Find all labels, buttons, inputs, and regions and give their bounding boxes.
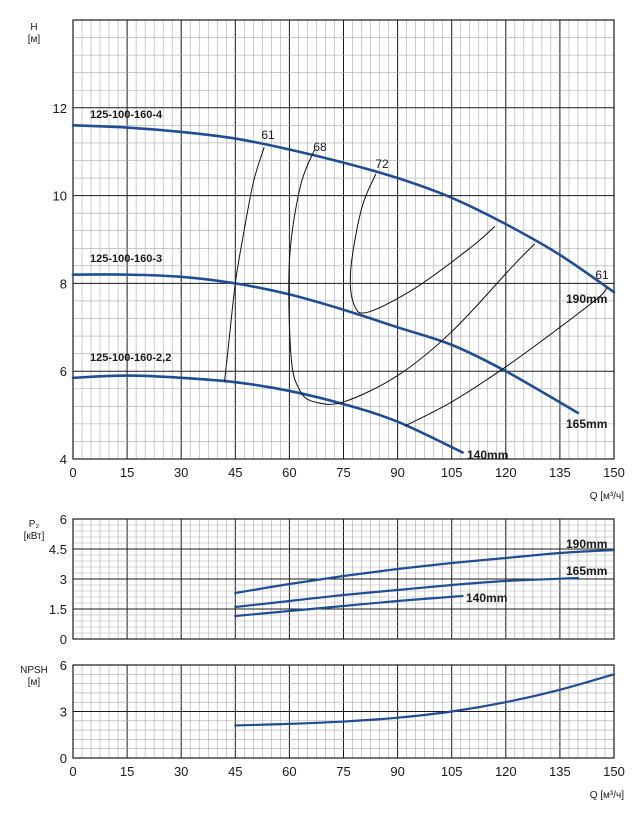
series-name-label: 125-100-160-2,2: [90, 352, 171, 364]
y-axis-label: P₂: [29, 519, 40, 530]
y-axis-unit: [м]: [28, 34, 41, 45]
x-tick-label: 105: [441, 465, 463, 480]
y-tick-label: 4.5: [49, 542, 67, 557]
head-curve-190mm: [71, 124, 616, 294]
x-axis-label: Q [м³/ч]: [590, 790, 625, 801]
plot-frame: [72, 518, 615, 640]
x-tick-label: 135: [549, 465, 571, 480]
y-tick-label: 3: [60, 705, 67, 720]
efficiency-label: 72: [375, 157, 389, 171]
size-label: 190mm: [566, 537, 607, 551]
y-tick-label: 6: [60, 364, 67, 379]
plot-frame: [72, 19, 615, 460]
size-label: 190mm: [566, 292, 607, 306]
y-axis-label: H: [30, 22, 37, 33]
series-name-label: 125-100-160-3: [90, 253, 162, 265]
x-tick-label: 60: [282, 465, 296, 480]
x-tick-label: 75: [336, 764, 350, 779]
series-name-label: 125-100-160-4: [90, 109, 163, 121]
head-curve-140mm: [71, 374, 464, 454]
x-tick-label: 30: [174, 465, 188, 480]
size-label: 165mm: [566, 417, 607, 431]
power-curve-140mm: [234, 594, 464, 618]
head-curve-165mm: [71, 273, 580, 415]
x-tick-label: 15: [120, 465, 134, 480]
plot-frame: [72, 664, 615, 759]
efficiency-label: 61: [261, 128, 275, 142]
y-axis-unit: [м]: [28, 677, 41, 688]
size-label: 140mm: [466, 591, 507, 605]
size-label: 140mm: [467, 448, 508, 462]
size-label: 165mm: [566, 564, 607, 578]
x-tick-label: 135: [549, 764, 571, 779]
efficiency-line: [349, 173, 496, 314]
x-tick-label: 15: [120, 764, 134, 779]
x-tick-label: 60: [282, 764, 296, 779]
x-tick-label: 0: [69, 465, 76, 480]
y-tick-label: 3: [60, 572, 67, 587]
x-axis-label: Q [м³/ч]: [590, 491, 625, 502]
x-tick-label: 90: [390, 465, 404, 480]
x-tick-label: 45: [228, 764, 242, 779]
y-tick-label: 8: [60, 276, 67, 291]
y-tick-label: 6: [60, 658, 67, 673]
x-tick-label: 120: [495, 465, 517, 480]
x-tick-label: 150: [603, 465, 625, 480]
y-tick-label: 10: [53, 189, 67, 204]
y-tick-label: 4: [60, 452, 67, 467]
y-tick-label: 1.5: [49, 602, 67, 617]
power-curve-190mm: [234, 548, 616, 595]
efficiency-line: [223, 147, 265, 383]
y-tick-label: 0: [60, 751, 67, 766]
x-tick-label: 75: [336, 465, 350, 480]
efficiency-line: [288, 149, 536, 405]
npsh-curve: [234, 673, 616, 727]
x-tick-label: 120: [495, 764, 517, 779]
efficiency-label: 68: [313, 140, 327, 154]
y-tick-label: 0: [60, 632, 67, 647]
y-axis-label: NPSH: [20, 665, 48, 676]
x-tick-label: 90: [390, 764, 404, 779]
efficiency-label: 61: [595, 268, 609, 282]
x-tick-label: 45: [228, 465, 242, 480]
y-tick-label: 6: [60, 512, 67, 527]
y-tick-label: 12: [53, 101, 67, 116]
y-axis-unit: [кВт]: [24, 531, 45, 542]
x-tick-label: 0: [69, 764, 76, 779]
x-tick-label: 150: [603, 764, 625, 779]
efficiency-line: [404, 287, 608, 427]
x-tick-label: 30: [174, 764, 188, 779]
x-tick-label: 105: [441, 764, 463, 779]
power-curve-165mm: [234, 576, 580, 609]
